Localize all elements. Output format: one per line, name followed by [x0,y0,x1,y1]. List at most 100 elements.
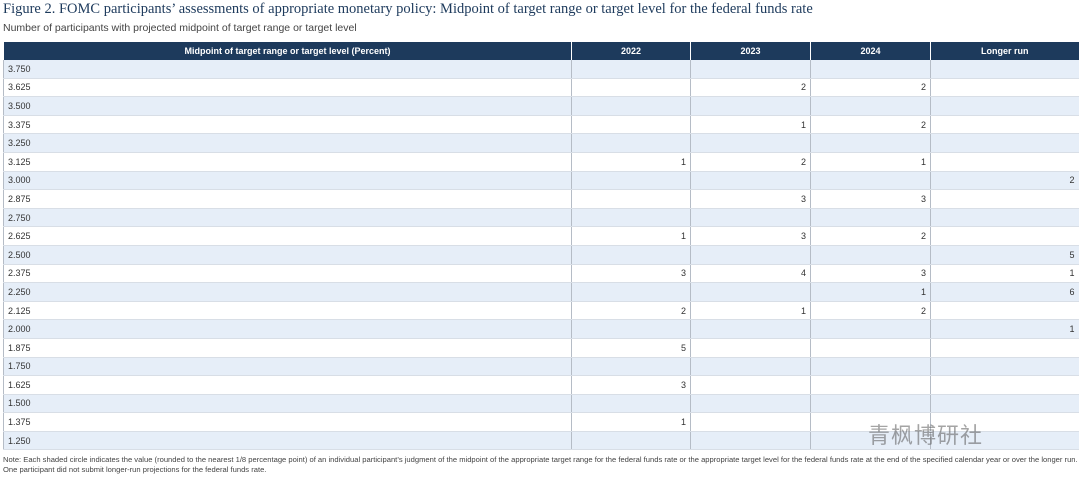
table-row: 2.500 5 [3,245,1079,265]
table-row: 3.750 [3,60,1079,79]
row-label: 3.625 [3,78,572,98]
empty-cell [930,226,1079,246]
empty-cell [810,357,931,377]
count-cell: 2 [571,301,691,321]
count-cell: 2 [810,78,931,98]
empty-cell [690,394,811,414]
empty-cell [930,357,1079,377]
table-row: 1.625 3 [3,375,1079,395]
empty-cell [810,375,931,395]
row-label: 3.500 [3,96,572,116]
empty-cell [690,171,811,191]
table-row: 3.375 1 2 [3,115,1079,135]
count-cell: 2 [690,152,811,172]
empty-cell [690,96,811,116]
table-row: 1.750 [3,357,1079,377]
count-cell: 1 [571,412,691,432]
table-row: 1.875 5 [3,338,1079,358]
table-row: 2.875 3 3 [3,189,1079,209]
count-cell: 2 [930,171,1079,191]
count-cell: 4 [690,264,811,284]
row-label: 3.000 [3,171,572,191]
count-cell: 5 [571,338,691,358]
empty-cell [571,208,691,228]
empty-cell [571,431,691,451]
empty-cell [930,60,1079,79]
count-cell: 1 [571,152,691,172]
header-row: Midpoint of target range or target level… [3,42,1079,60]
count-cell: 5 [930,245,1079,265]
figure-subtitle: Number of participants with projected mi… [3,22,357,34]
empty-cell [690,357,811,377]
note: Note: Each shaded circle indicates the v… [3,455,1078,474]
empty-cell [810,60,931,79]
empty-cell [690,319,811,339]
empty-cell [930,338,1079,358]
table-row: 2.750 [3,208,1079,228]
empty-cell [690,208,811,228]
count-cell: 6 [930,282,1079,302]
empty-cell [810,431,931,451]
row-label: 2.125 [3,301,572,321]
empty-cell [690,412,811,432]
empty-cell [930,394,1079,414]
table-row: 3.125 1 2 1 [3,152,1079,172]
empty-cell [810,338,931,358]
empty-cell [571,78,691,98]
row-label: 2.500 [3,245,572,265]
count-cell: 3 [571,264,691,284]
row-label: 2.750 [3,208,572,228]
row-label: 1.875 [3,338,572,358]
row-label: 1.250 [3,431,572,451]
empty-cell [930,133,1079,153]
empty-cell [810,394,931,414]
empty-cell [690,133,811,153]
empty-cell [810,208,931,228]
watermark: 青枫博研社 [868,424,984,449]
empty-cell [690,375,811,395]
empty-cell [571,282,691,302]
empty-cell [930,96,1079,116]
empty-cell [571,133,691,153]
column-header: 2022 [571,42,691,60]
empty-cell [930,375,1079,395]
empty-cell [930,189,1079,209]
empty-cell [571,171,691,191]
table-body: 3.750 3.625 2 2 3.500 3.375 1 2 3.250 3.125 1 2 1 3.0… [3,60,1079,451]
empty-cell [930,412,1079,432]
count-cell: 2 [810,115,931,135]
count-cell: 3 [571,375,691,395]
empty-cell [690,282,811,302]
data-table: Midpoint of target range or target level… [3,42,1079,451]
row-label: 2.250 [3,282,572,302]
empty-cell [930,152,1079,172]
empty-cell [810,245,931,265]
table-row: 2.250 1 6 [3,282,1079,302]
figure-title: Figure 2. FOMC participants’ assessments… [3,1,813,17]
column-header: 2024 [810,42,931,60]
row-label: 3.750 [3,60,572,79]
row-label: 3.375 [3,115,572,135]
row-label: 2.875 [3,189,572,209]
count-cell: 1 [930,319,1079,339]
empty-cell [571,245,691,265]
row-label: 3.125 [3,152,572,172]
column-header: Midpoint of target range or target level… [3,42,572,60]
table-row: 1.375 1 [3,412,1079,432]
column-header: Longer run [930,42,1079,60]
row-label: 1.375 [3,412,572,432]
empty-cell [690,60,811,79]
empty-cell [930,115,1079,135]
table-row: 2.625 1 3 2 [3,226,1079,246]
empty-cell [690,338,811,358]
row-label: 2.375 [3,264,572,284]
table-row: 2.125 2 1 2 [3,301,1079,321]
empty-cell [571,357,691,377]
count-cell: 3 [810,264,931,284]
count-cell: 1 [930,264,1079,284]
row-label: 2.625 [3,226,572,246]
count-cell: 2 [690,78,811,98]
table-row: 3.500 [3,96,1079,116]
empty-cell [810,133,931,153]
empty-cell [690,431,811,451]
